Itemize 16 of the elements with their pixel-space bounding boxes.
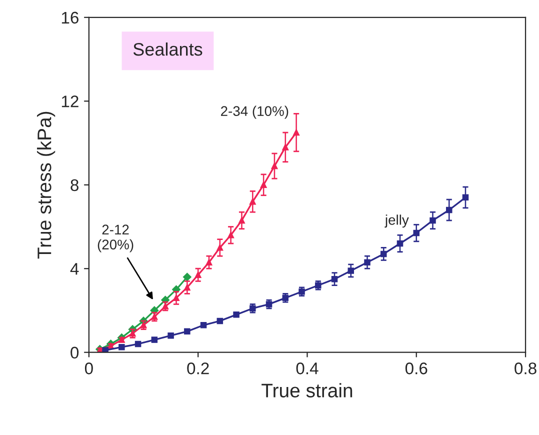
x-tick-label: 0.4 — [296, 362, 318, 374]
annotation: jelly — [384, 214, 409, 228]
y-tick-label: 16 — [62, 12, 78, 24]
annotation: Sealants — [133, 42, 202, 56]
x-tick-label: 0 — [84, 362, 93, 374]
annotation: 2-34 (10%) — [220, 106, 288, 119]
y-tick-label: 0 — [70, 346, 79, 359]
x-tick-label: 0.2 — [187, 362, 209, 374]
y-tick-label: 4 — [70, 263, 79, 275]
annotation: 2-12 (20%) — [98, 224, 134, 252]
y-tick-label: 12 — [62, 96, 78, 108]
x-tick-label: 0.6 — [405, 362, 428, 374]
x-tick-label: 0.8 — [514, 362, 536, 374]
y-axis-title: True stress (kPa) — [36, 112, 56, 259]
y-tick-label: 8 — [70, 179, 78, 192]
x-axis-title: True strain — [262, 383, 352, 398]
